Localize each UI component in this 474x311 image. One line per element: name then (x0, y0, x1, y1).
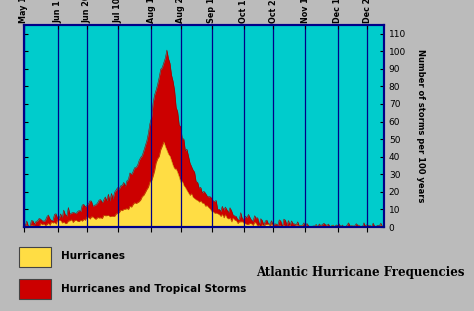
Text: Hurricanes: Hurricanes (61, 251, 125, 261)
Text: Hurricanes and Tropical Storms: Hurricanes and Tropical Storms (61, 284, 246, 294)
Y-axis label: Number of storms per 100 years: Number of storms per 100 years (417, 49, 426, 203)
FancyBboxPatch shape (19, 279, 51, 299)
Text: Atlantic Hurricane Frequencies: Atlantic Hurricane Frequencies (256, 266, 465, 279)
FancyBboxPatch shape (19, 247, 51, 267)
